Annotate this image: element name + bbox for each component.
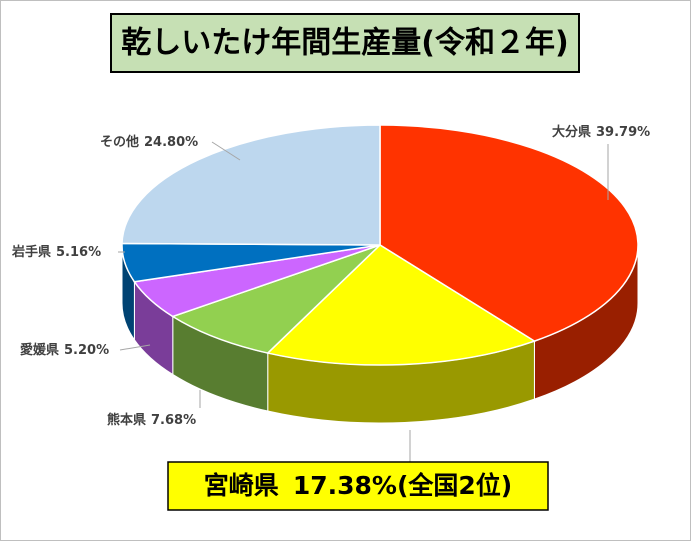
pie-tops (121, 124, 639, 366)
highlight-box (167, 461, 549, 511)
slice (379, 124, 639, 342)
title-box (110, 13, 580, 73)
highlight-label: 宮崎県 17.38%(全国2位) (204, 471, 512, 500)
category-label: その他 (100, 134, 139, 150)
slice-label: 岩手県 5.16% (11, 244, 101, 260)
chart-title: 乾しいたけ年間生産量(令和２年) (121, 26, 568, 61)
category-label: 熊本県 (107, 412, 146, 428)
category-label: 愛媛県 (20, 342, 59, 358)
leader-line (119, 344, 151, 351)
annotation: (全国2位) (397, 471, 512, 500)
slice-label: 熊本県 7.68% (107, 412, 196, 428)
category-label: 大分県 (552, 124, 591, 140)
category-label: 岩手県 (11, 244, 51, 260)
value-label: 5.16% (56, 245, 101, 260)
value-label: 17.38% (293, 471, 397, 500)
pie-sides (121, 244, 639, 424)
slice-label: 大分県 39.79% (552, 124, 650, 140)
labels: 大分県 39.79% 熊本県 7.68% 愛媛県 5.20% 岩手県 5.16% その他 24.8… (11, 124, 650, 511)
leader-line (211, 141, 241, 161)
category-label: 宮崎県 (204, 471, 279, 500)
value-label: 39.79% (596, 125, 650, 140)
slice (121, 124, 381, 246)
slice (266, 244, 537, 366)
value-label: 24.80% (144, 135, 198, 150)
slice-label: 愛媛県 5.20% (20, 342, 109, 358)
value-label: 5.20% (64, 343, 109, 358)
value-label: 7.68% (151, 413, 196, 428)
slice-label: その他 24.80% (100, 134, 198, 150)
slice (171, 244, 381, 354)
